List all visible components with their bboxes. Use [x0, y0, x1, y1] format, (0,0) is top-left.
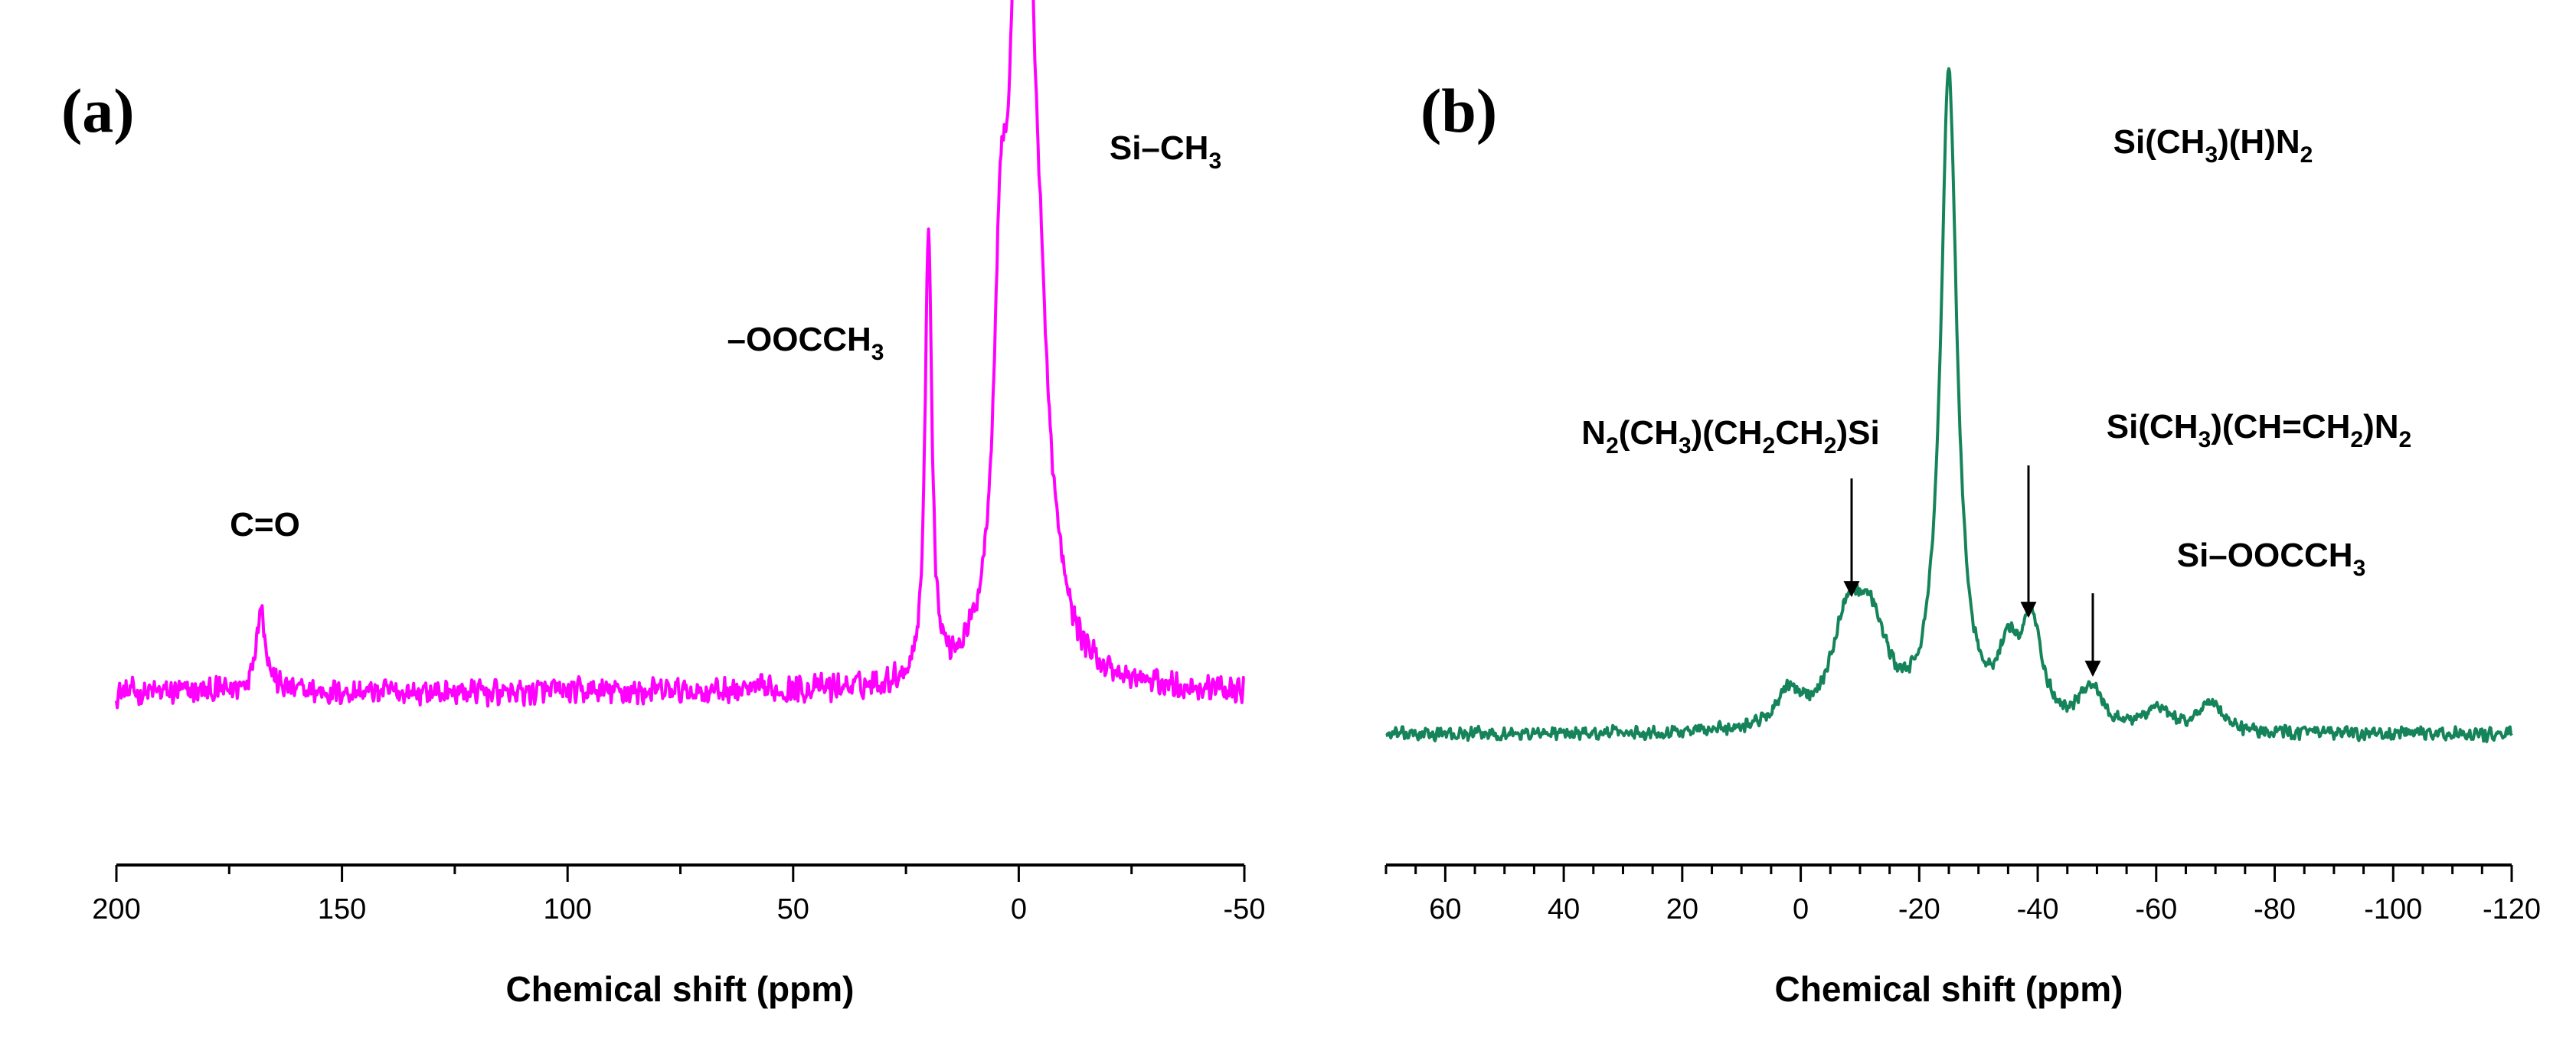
panel-a: (a) 200 150 100 50 0 -50 Chemical shift (ppm)… [61, 0, 1265, 1009]
x-tick-labels-b: 60 40 20 0 -20 -40 -60 -80 -100 -120 [1429, 893, 2541, 925]
x-ticks-b [1384, 865, 2513, 882]
tick-label-b: -80 [2254, 893, 2296, 925]
tick-label-b: -40 [2017, 893, 2059, 925]
tick-label-b: 40 [1548, 893, 1580, 925]
annotation-ooc-ch3: –OOCCH3 [727, 321, 884, 365]
spectrum-b-line [1385, 67, 2513, 743]
tick-label-a: 200 [92, 893, 140, 925]
annotation-c-o: C=O [230, 506, 300, 543]
x-ticks-a [115, 865, 1246, 882]
annotation-n2-ch3-ch2ch2-si: N2(CH3)(CH2CH2)Si [1581, 414, 1879, 459]
tick-label-b: -60 [2135, 893, 2177, 925]
annotation-si-ch3-h-n2: Si(CH3)(H)N2 [2113, 123, 2313, 168]
x-axis-title-a: Chemical shift (ppm) [506, 969, 855, 1009]
spectrum-a-line [115, 0, 1245, 710]
tick-label-b: 0 [1793, 893, 1809, 925]
annotation-si-ch3-vinyl-n2: Si(CH3)(CH=CH2)N2 [2107, 408, 2411, 452]
panel-a-label: (a) [61, 76, 135, 145]
tick-label-a: 50 [777, 893, 809, 925]
tick-label-b: -100 [2364, 893, 2422, 925]
tick-label-a: -50 [1224, 893, 1266, 925]
x-axis-title-b: Chemical shift (ppm) [1775, 969, 2123, 1009]
tick-label-b: 20 [1666, 893, 1698, 925]
tick-label-a: 0 [1011, 893, 1027, 925]
tick-label-b: -20 [1898, 893, 1940, 925]
annotation-si-ch3: Si–CH3 [1110, 129, 1221, 174]
panel-b-label: (b) [1420, 76, 1497, 145]
tick-label-b: 60 [1429, 893, 1461, 925]
tick-label-b: -120 [2483, 893, 2541, 925]
annotation-si-ooc-ch3: Si–OOCCH3 [2177, 537, 2366, 581]
tick-label-a: 150 [318, 893, 366, 925]
panel-b: (b) 60 40 20 0 -20 -40 -60 -80 -100 -120 Chemical… [1384, 67, 2541, 1009]
x-tick-labels-a: 200 150 100 50 0 -50 [92, 893, 1265, 925]
tick-label-a: 100 [543, 893, 591, 925]
